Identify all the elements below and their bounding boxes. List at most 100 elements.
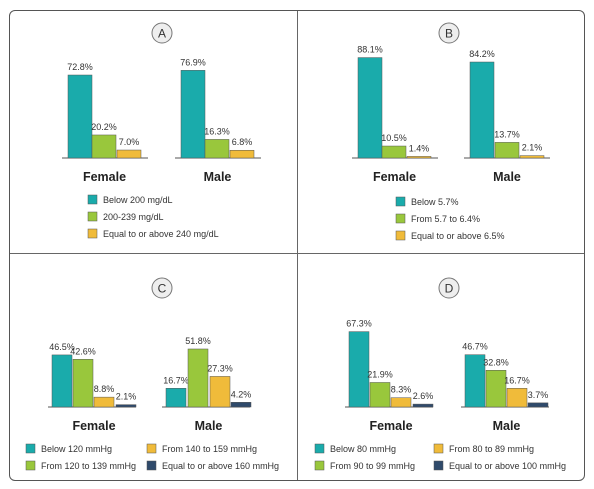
bar [406,156,432,159]
bar [180,70,206,159]
legend-label: Equal to or above 160 mmHg [162,461,279,471]
legend-label: From 140 to 159 mmHg [162,444,257,454]
data-label: 20.2% [91,122,117,132]
data-label: 6.8% [232,137,253,147]
bar [187,348,209,408]
legend-label: Equal to or above 100 mmHg [449,461,566,471]
legend-label: From 5.7 to 6.4% [411,214,480,224]
panel-label: A [158,27,166,41]
legend-label: From 80 to 89 mmHg [449,444,534,454]
panel-d: D 67.3% 21.9% 8.3%2.6% Female 46.7% 32.8% 16.7%… [314,277,566,471]
bar [390,397,412,408]
data-label: 67.3% [346,319,372,329]
data-label: 8.8% [94,384,115,394]
figure-frame: A 72.8% 20.2% 7.0% Female 76.9% 16.3% 6.8% Male B… [9,10,585,481]
legend-swatch [25,443,36,454]
bar [51,354,73,408]
legend-label: From 90 to 99 mmHg [330,461,415,471]
category-label: Female [373,170,416,184]
category-label: Male [493,170,521,184]
bar [464,354,486,408]
bar [204,139,230,159]
legend-swatch [395,230,406,241]
legend-swatch [433,443,444,454]
data-label: 88.1% [357,45,383,55]
category-label: Male [204,170,232,184]
panel-label-circle [151,277,173,299]
bar [230,402,252,408]
bar [527,402,549,408]
bar [519,155,545,159]
legend-label: Below 5.7% [411,197,459,207]
panel-label: B [445,27,453,41]
data-label: 2.6% [413,391,434,401]
data-label: 3.7% [528,390,549,400]
legend-swatch [314,443,325,454]
bar [412,403,434,408]
panel-c: C 46.5%42.6% 8.8%2.1% Female 16.7% 51.8% 27.3%… [25,277,279,471]
data-label: 2.1% [116,392,137,402]
panel-label-circle [438,22,460,44]
bar [116,149,142,159]
data-label: 10.5% [381,133,407,143]
data-label: 76.9% [180,57,206,67]
panel-label: D [445,282,454,296]
vertical-divider [297,11,298,480]
legend-swatch [146,460,157,471]
bar [93,396,115,408]
data-label: 1.4% [409,143,430,153]
data-label: 8.3% [391,385,412,395]
panel-a: A 72.8% 20.2%7.0% Female 76.9% 16.3%6.8% Male B… [62,22,261,239]
bar [485,370,507,408]
legend-swatch [395,196,406,207]
bar [229,149,255,159]
panel-label-circle [151,22,173,44]
data-label: 21.9% [367,369,393,379]
category-label: Male [195,419,223,433]
category-label: Female [83,170,126,184]
bar [348,331,370,408]
legend-swatch [87,211,98,222]
data-label: 7.0% [119,137,140,147]
bar [369,382,391,408]
legend-label: From 120 to 139 mmHg [41,461,136,471]
legend-swatch [146,443,157,454]
legend-swatch [87,228,98,239]
bar [115,404,137,408]
data-label: 16.7% [504,375,530,385]
data-label: 27.3% [207,363,233,373]
panel-label: C [158,282,167,296]
bar [381,145,407,159]
category-label: Male [493,419,521,433]
panel-label-circle [438,277,460,299]
bar [506,388,528,408]
data-label: 51.8% [185,336,211,346]
legend-swatch [25,460,36,471]
data-label: 72.8% [67,62,93,72]
legend-swatch [314,460,325,471]
data-label: 2.1% [522,143,543,153]
legend-swatch [433,460,444,471]
data-label: 46.7% [462,342,488,352]
data-label: 84.2% [469,49,495,59]
legend-label: Equal to or above 240 mg/dL [103,229,219,239]
bar [165,388,187,408]
data-label: 13.7% [494,129,520,139]
bar [209,376,231,408]
data-label: 4.2% [231,389,252,399]
bar [357,57,383,159]
legend-label: Below 120 mmHg [41,444,112,454]
panel-b: B 88.1% 10.5%1.4% Female 84.2% 13.7%2.1% Male B… [352,22,550,241]
data-label: 46.5% [49,342,75,352]
category-label: Female [72,419,115,433]
legend-label: 200-239 mg/dL [103,212,164,222]
data-label: 32.8% [483,357,509,367]
bar [91,134,117,159]
data-label: 16.3% [204,126,230,136]
legend-swatch [395,213,406,224]
legend-label: Below 80 mmHg [330,444,396,454]
horizontal-divider [10,253,584,254]
bar [494,142,520,159]
data-label: 16.7% [163,375,189,385]
bar [469,61,495,159]
